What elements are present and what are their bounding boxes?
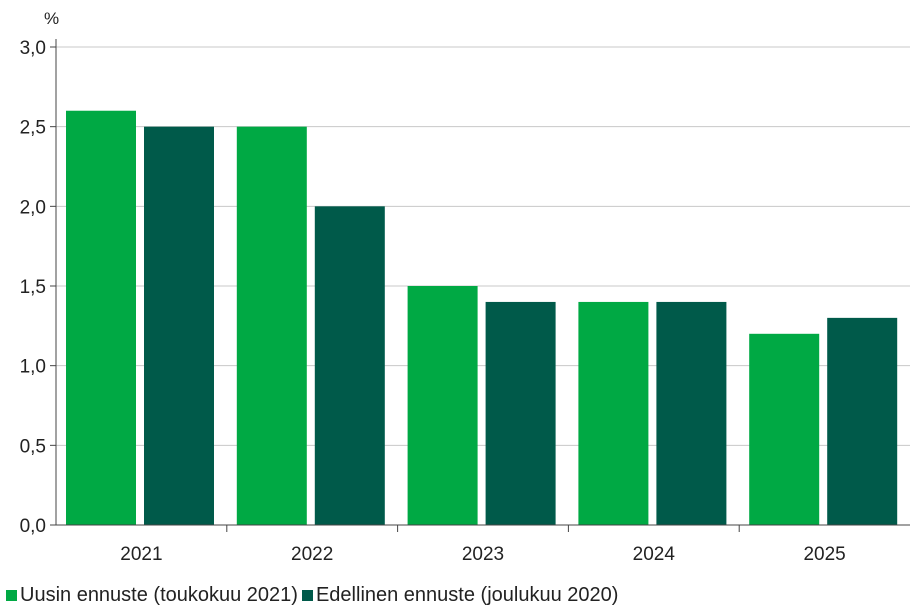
bar-2022-series-1 xyxy=(236,126,307,526)
y-axis-unit-label: % xyxy=(44,9,59,28)
y-tick-label: 0,5 xyxy=(20,436,46,457)
bar-2023-series-2 xyxy=(485,301,556,525)
x-tick-label: 2024 xyxy=(633,544,676,565)
y-tick-label: 0,0 xyxy=(20,516,46,537)
bar-2025-series-2 xyxy=(827,317,898,525)
bar-2023-series-1 xyxy=(407,286,478,525)
axes xyxy=(55,39,910,526)
bar-chart: % 0,0 0,5 1,0 1,5 2,0 2,5 3,0 2021 2022 2023 2024… xyxy=(20,9,910,565)
y-axis-ticks: 0,0 0,5 1,0 1,5 2,0 2,5 3,0 xyxy=(20,38,56,537)
legend-label-latest: Uusin ennuste (toukokuu 2021) xyxy=(20,584,298,606)
x-axis-ticks: 2021 2022 2023 2024 2025 xyxy=(120,525,846,565)
bar-2022-series-2 xyxy=(314,206,385,526)
bar-2021-series-2 xyxy=(144,126,214,526)
legend-swatch-previous xyxy=(301,590,313,601)
bar-2024-series-2 xyxy=(656,301,727,525)
bar-2021-series-1 xyxy=(66,110,136,525)
y-tick-label: 2,0 xyxy=(20,197,46,218)
y-tick-label: 1,0 xyxy=(20,357,46,378)
x-tick-label: 2023 xyxy=(462,544,504,565)
legend: Uusin ennuste (toukokuu 2021) Edellinen … xyxy=(6,584,622,607)
y-tick-label: 2,5 xyxy=(20,118,46,139)
x-tick-label: 2025 xyxy=(803,544,845,565)
bar-2024-series-1 xyxy=(578,301,649,525)
legend-label-previous: Edellinen ennuste (joulukuu 2020) xyxy=(315,584,619,606)
legend-item-latest: Uusin ennuste (toukokuu 2021) xyxy=(6,584,298,607)
bar-2025-series-1 xyxy=(749,333,820,525)
y-tick-label: 1,5 xyxy=(20,277,46,298)
x-tick-label: 2022 xyxy=(291,544,333,565)
legend-swatch-latest xyxy=(6,590,17,601)
legend-item-previous: Edellinen ennuste (joulukuu 2020) xyxy=(301,584,619,607)
x-tick-label: 2021 xyxy=(120,544,162,565)
y-tick-label: 3,0 xyxy=(20,38,46,59)
bars xyxy=(66,110,898,526)
